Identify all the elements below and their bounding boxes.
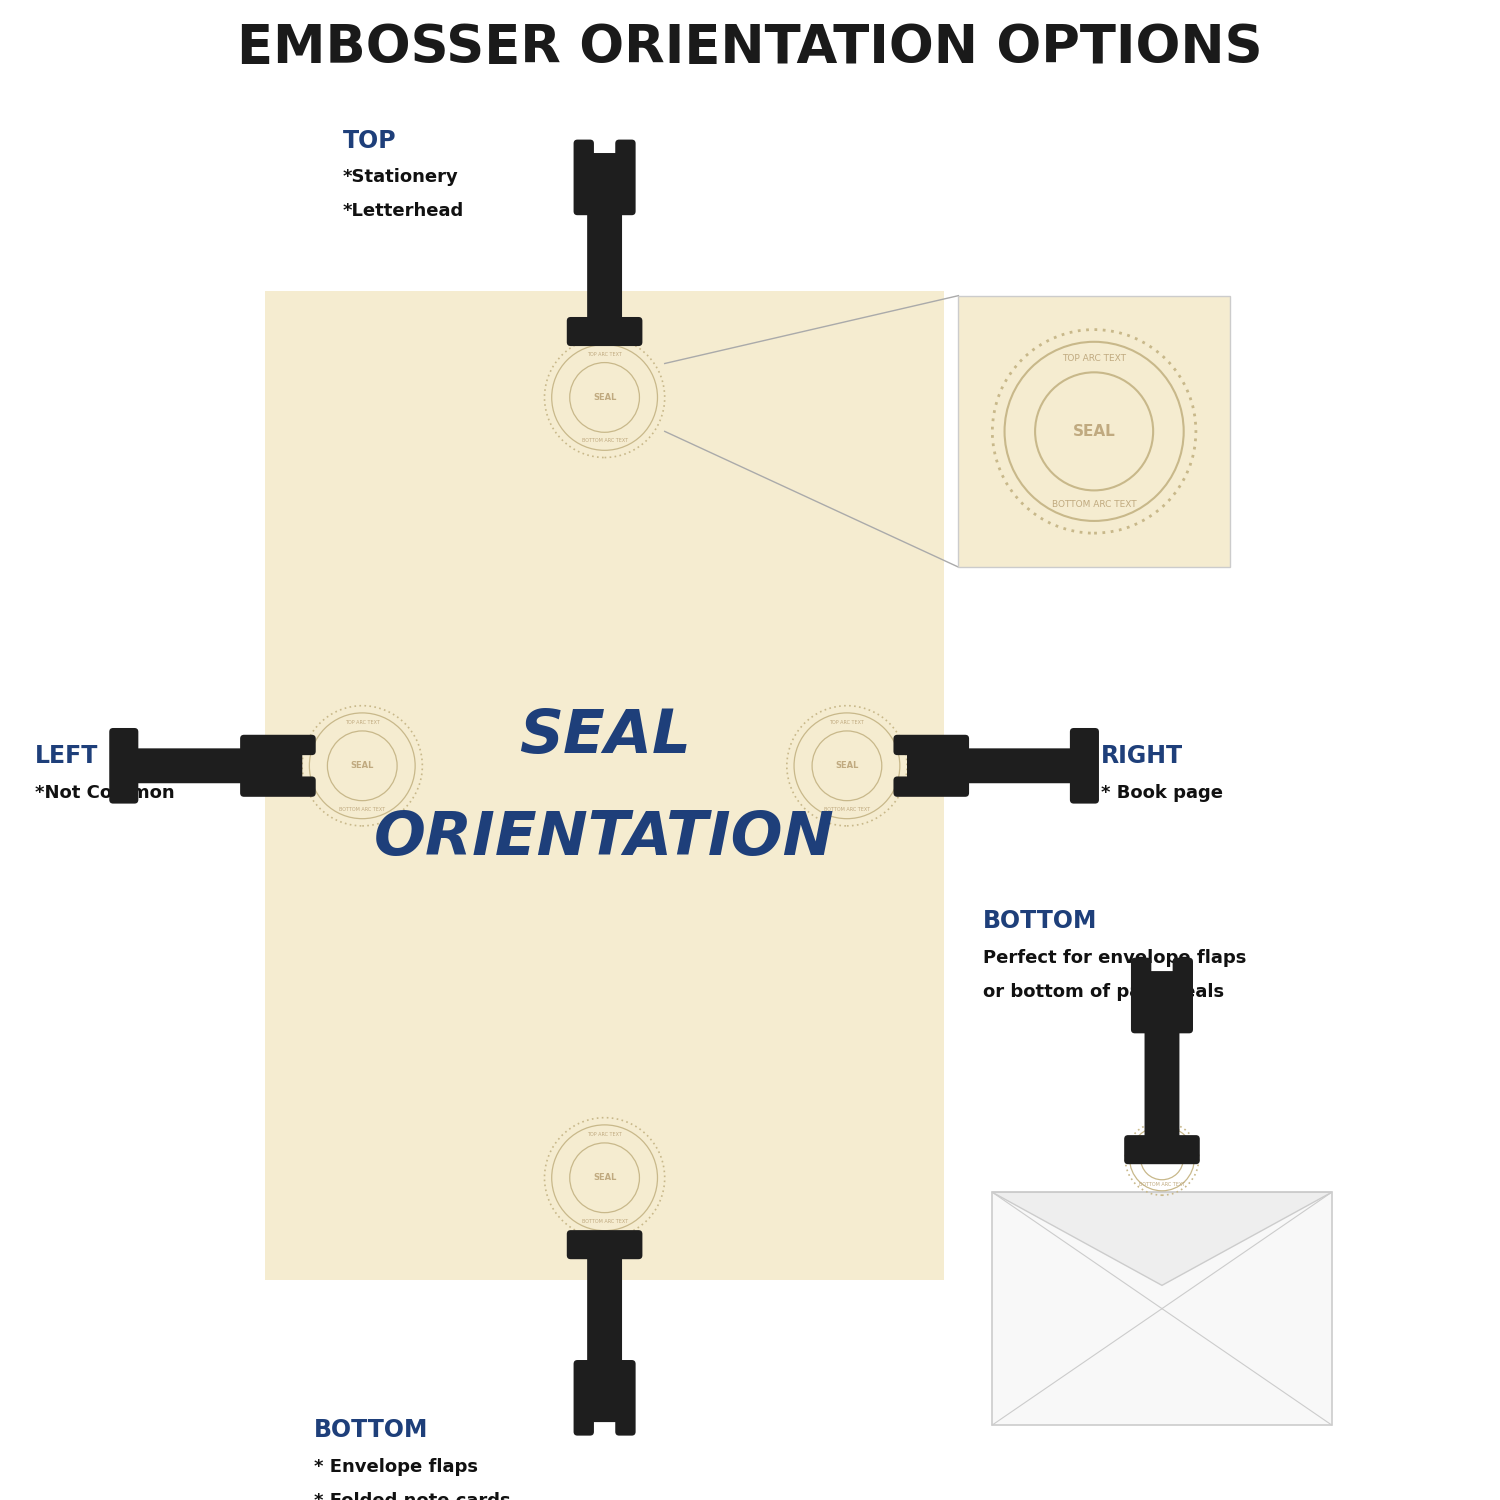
Text: TOP ARC TEXT: TOP ARC TEXT	[586, 1132, 622, 1137]
Text: * Envelope flaps: * Envelope flaps	[314, 1458, 478, 1476]
Text: LEFT: LEFT	[34, 744, 98, 768]
Text: TOP ARC TEXT: TOP ARC TEXT	[1144, 1130, 1179, 1134]
Text: *Stationery: *Stationery	[344, 168, 459, 186]
Text: *Not Common: *Not Common	[34, 784, 174, 802]
FancyBboxPatch shape	[567, 316, 642, 346]
Text: EMBOSSER ORIENTATION OPTIONS: EMBOSSER ORIENTATION OPTIONS	[237, 22, 1263, 75]
Text: SEAL: SEAL	[351, 762, 374, 771]
Text: BOTTOM ARC TEXT: BOTTOM ARC TEXT	[582, 1218, 627, 1224]
FancyBboxPatch shape	[615, 1360, 636, 1436]
Text: BOTTOM ARC TEXT: BOTTOM ARC TEXT	[1138, 1182, 1185, 1188]
FancyBboxPatch shape	[240, 735, 315, 754]
Text: BOTTOM ARC TEXT: BOTTOM ARC TEXT	[824, 807, 870, 812]
FancyBboxPatch shape	[586, 153, 622, 338]
Text: BOTTOM ARC TEXT: BOTTOM ARC TEXT	[339, 807, 386, 812]
Text: BOTTOM ARC TEXT: BOTTOM ARC TEXT	[582, 438, 627, 442]
Text: ORIENTATION: ORIENTATION	[374, 808, 836, 868]
Text: BOTTOM: BOTTOM	[982, 909, 1096, 933]
FancyBboxPatch shape	[240, 777, 315, 796]
Text: TOP ARC TEXT: TOP ARC TEXT	[830, 720, 864, 724]
FancyBboxPatch shape	[266, 291, 944, 1280]
FancyBboxPatch shape	[1070, 728, 1100, 804]
Text: BOTTOM ARC TEXT: BOTTOM ARC TEXT	[1052, 500, 1137, 508]
FancyBboxPatch shape	[958, 296, 1230, 567]
FancyBboxPatch shape	[110, 728, 138, 804]
FancyBboxPatch shape	[1132, 972, 1191, 990]
Text: BOTTOM: BOTTOM	[314, 1418, 428, 1442]
FancyBboxPatch shape	[615, 140, 636, 214]
Text: * Folded note cards: * Folded note cards	[314, 1491, 510, 1500]
Polygon shape	[993, 1192, 1332, 1286]
Text: *Letterhead: *Letterhead	[344, 202, 464, 220]
FancyBboxPatch shape	[908, 748, 1090, 783]
Text: TOP ARC TEXT: TOP ARC TEXT	[1062, 354, 1126, 363]
Text: SEAL: SEAL	[1072, 424, 1116, 439]
FancyBboxPatch shape	[894, 777, 969, 796]
Text: Perfect for envelope flaps: Perfect for envelope flaps	[982, 948, 1246, 966]
Text: SEAL: SEAL	[592, 393, 616, 402]
Text: RIGHT: RIGHT	[1101, 744, 1184, 768]
FancyBboxPatch shape	[118, 748, 302, 783]
Text: or bottom of page seals: or bottom of page seals	[982, 982, 1224, 1000]
Text: SEAL: SEAL	[592, 1173, 616, 1182]
FancyBboxPatch shape	[1131, 957, 1152, 1034]
Text: TOP ARC TEXT: TOP ARC TEXT	[345, 720, 380, 724]
FancyBboxPatch shape	[1144, 972, 1179, 1155]
FancyBboxPatch shape	[908, 736, 926, 795]
FancyBboxPatch shape	[573, 1360, 594, 1436]
FancyBboxPatch shape	[993, 1192, 1332, 1425]
FancyBboxPatch shape	[586, 1238, 622, 1422]
Text: SEAL: SEAL	[1150, 1154, 1173, 1162]
FancyBboxPatch shape	[894, 735, 969, 754]
Text: SEAL: SEAL	[519, 706, 690, 766]
Text: SEAL: SEAL	[836, 762, 858, 771]
FancyBboxPatch shape	[567, 1230, 642, 1258]
FancyBboxPatch shape	[1124, 1136, 1200, 1164]
FancyBboxPatch shape	[284, 736, 302, 795]
Text: TOP: TOP	[344, 129, 396, 153]
FancyBboxPatch shape	[573, 140, 594, 214]
FancyBboxPatch shape	[576, 1404, 633, 1422]
FancyBboxPatch shape	[1173, 957, 1192, 1034]
Text: * Book page: * Book page	[1101, 784, 1222, 802]
Text: TOP ARC TEXT: TOP ARC TEXT	[586, 351, 622, 357]
FancyBboxPatch shape	[576, 153, 633, 171]
